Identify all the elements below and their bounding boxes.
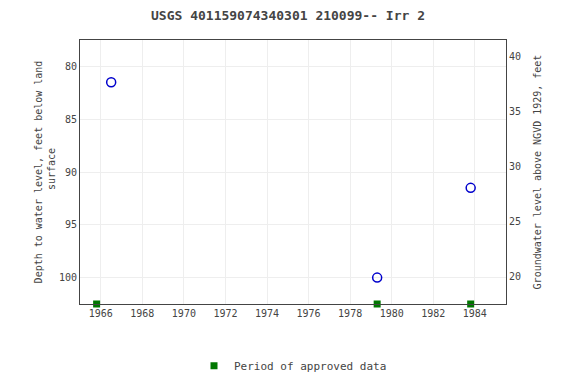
svg-text:30: 30: [509, 161, 521, 172]
svg-text:Depth to water level, feet bel: Depth to water level, feet below land su…: [33, 61, 57, 284]
svg-text:1970: 1970: [172, 308, 196, 319]
svg-text:80: 80: [65, 61, 77, 72]
svg-text:1980: 1980: [380, 308, 404, 319]
svg-text:85: 85: [65, 114, 77, 125]
svg-text:Groundwater level above NGVD 1: Groundwater level above NGVD 1929, feet: [532, 55, 543, 290]
svg-text:90: 90: [65, 167, 77, 178]
svg-text:USGS 401159074340301 210099--: USGS 401159074340301 210099-- Irr 2: [151, 8, 425, 23]
svg-text:1966: 1966: [89, 308, 113, 319]
svg-text:1982: 1982: [421, 308, 445, 319]
svg-text:1974: 1974: [255, 308, 279, 319]
svg-text:40: 40: [509, 51, 521, 62]
svg-text:95: 95: [65, 219, 77, 230]
svg-text:1984: 1984: [463, 308, 487, 319]
svg-text:1968: 1968: [130, 308, 154, 319]
svg-text:35: 35: [509, 106, 521, 117]
svg-text:20: 20: [509, 271, 521, 282]
svg-text:25: 25: [509, 216, 521, 227]
svg-text:1976: 1976: [297, 308, 321, 319]
svg-text:100: 100: [59, 272, 77, 283]
svg-text:Period of approved data: Period of approved data: [234, 360, 386, 373]
svg-text:1978: 1978: [338, 308, 362, 319]
svg-text:1972: 1972: [213, 308, 237, 319]
